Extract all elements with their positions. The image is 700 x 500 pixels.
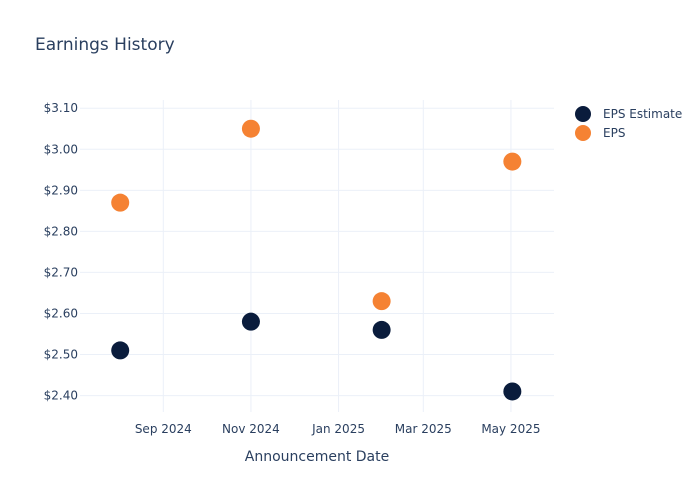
- legend-marker: [575, 125, 591, 141]
- data-points: [111, 119, 522, 401]
- data-point-eps-estimate[interactable]: [241, 312, 260, 331]
- x-tick-label: Jan 2025: [311, 422, 365, 436]
- y-tick-label: $2.50: [44, 348, 78, 362]
- y-tick-label: $2.70: [44, 265, 78, 279]
- data-point-eps[interactable]: [111, 193, 130, 212]
- data-point-eps[interactable]: [372, 292, 391, 311]
- y-axis: $2.40 $2.50 $2.60 $2.70 $2.80 $2.90 $3.00 $3.10: [44, 101, 78, 402]
- legend-item[interactable]: EPS Estimate: [575, 106, 682, 122]
- x-axis-label: Announcement Date: [245, 449, 389, 465]
- legend-item[interactable]: EPS: [575, 125, 625, 141]
- grid: [80, 100, 554, 412]
- y-tick-label: $3.10: [44, 101, 78, 115]
- chart-title: Earnings History: [35, 35, 175, 55]
- y-tick-label: $2.90: [44, 183, 78, 197]
- legend[interactable]: EPS Estimate EPS: [575, 106, 682, 141]
- y-tick-label: $2.80: [44, 224, 78, 238]
- y-tick-label: $2.60: [44, 306, 78, 320]
- legend-marker: [575, 106, 591, 122]
- x-tick-label: Mar 2025: [395, 422, 452, 436]
- legend-label: EPS: [603, 126, 625, 140]
- data-point-eps-estimate[interactable]: [503, 382, 522, 401]
- x-tick-label: Nov 2024: [222, 422, 280, 436]
- data-point-eps[interactable]: [241, 119, 260, 138]
- x-tick-label: May 2025: [481, 422, 540, 436]
- x-axis: Sep 2024 Nov 2024 Jan 2025 Mar 2025 May 2025: [135, 422, 541, 436]
- y-tick-label: $2.40: [44, 389, 78, 403]
- y-tick-label: $3.00: [44, 142, 78, 156]
- legend-label: EPS Estimate: [603, 107, 682, 121]
- data-point-eps[interactable]: [503, 152, 522, 171]
- data-point-eps-estimate[interactable]: [111, 341, 130, 360]
- data-point-eps-estimate[interactable]: [372, 320, 391, 339]
- x-tick-label: Sep 2024: [135, 422, 192, 436]
